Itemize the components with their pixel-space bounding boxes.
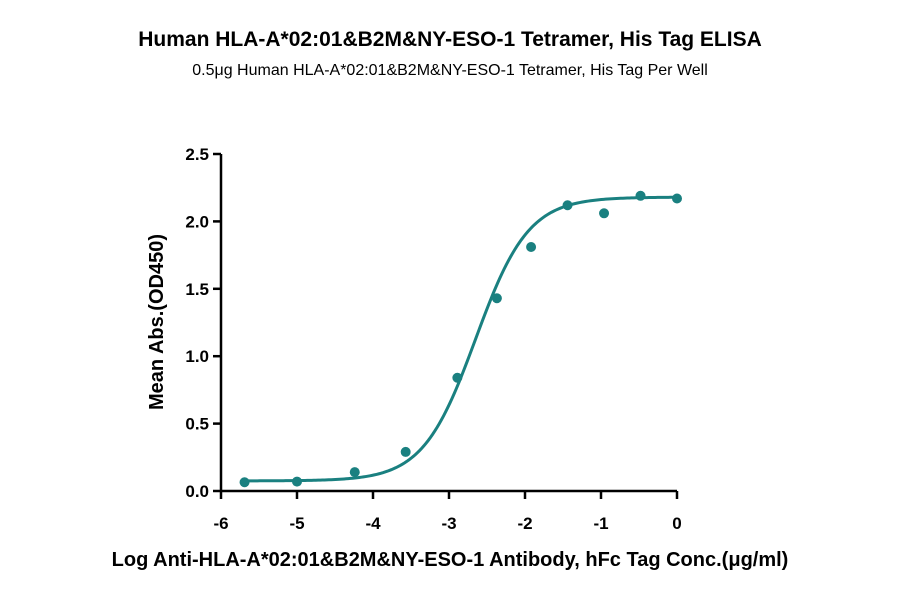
data-point <box>599 208 610 219</box>
data-point <box>635 190 646 201</box>
x-tick-label: -1 <box>593 514 608 533</box>
y-tick-label: 0.0 <box>185 482 209 501</box>
chart-subtitle: 0.5μg Human HLA-A*02:01&B2M&NY-ESO-1 Tet… <box>192 62 708 79</box>
fit-curve <box>244 195 678 483</box>
x-tick-label: -2 <box>517 514 532 533</box>
x-tick-label: 0 <box>672 514 681 533</box>
data-point <box>349 467 360 478</box>
x-tick-label: -3 <box>441 514 456 533</box>
data-point <box>292 476 302 487</box>
x-tick-label: -5 <box>289 514 304 533</box>
data-point <box>239 477 250 488</box>
y-tick-label: 1.5 <box>185 280 209 299</box>
x-tick-label: -6 <box>213 514 228 533</box>
data-point <box>672 193 682 204</box>
x-tick-label: -4 <box>365 514 381 533</box>
x-axis-label: Log Anti-HLA-A*02:01&B2M&NY-ESO-1 Antibo… <box>112 549 789 571</box>
y-tick-label: 0.5 <box>185 415 209 434</box>
chart-ticks: 0.0 0.5 1.0 1.5 2.0 2.5 -6 -5 -4 -3 -2 -1 0 <box>185 145 681 533</box>
fit-curve-group <box>244 195 678 483</box>
y-tick-label: 2.5 <box>185 145 209 164</box>
data-point <box>526 242 537 253</box>
chart-axes <box>219 154 677 493</box>
y-axis-label: Mean Abs.(OD450) <box>146 234 168 410</box>
y-tick-label: 1.0 <box>185 347 209 366</box>
data-point <box>491 293 502 304</box>
chart-title: Human HLA-A*02:01&B2M&NY-ESO-1 Tetramer,… <box>138 28 762 51</box>
data-points <box>239 190 682 488</box>
data-point <box>400 446 411 457</box>
y-tick-label: 2.0 <box>185 212 209 231</box>
data-point <box>452 372 463 383</box>
data-point <box>562 200 573 211</box>
